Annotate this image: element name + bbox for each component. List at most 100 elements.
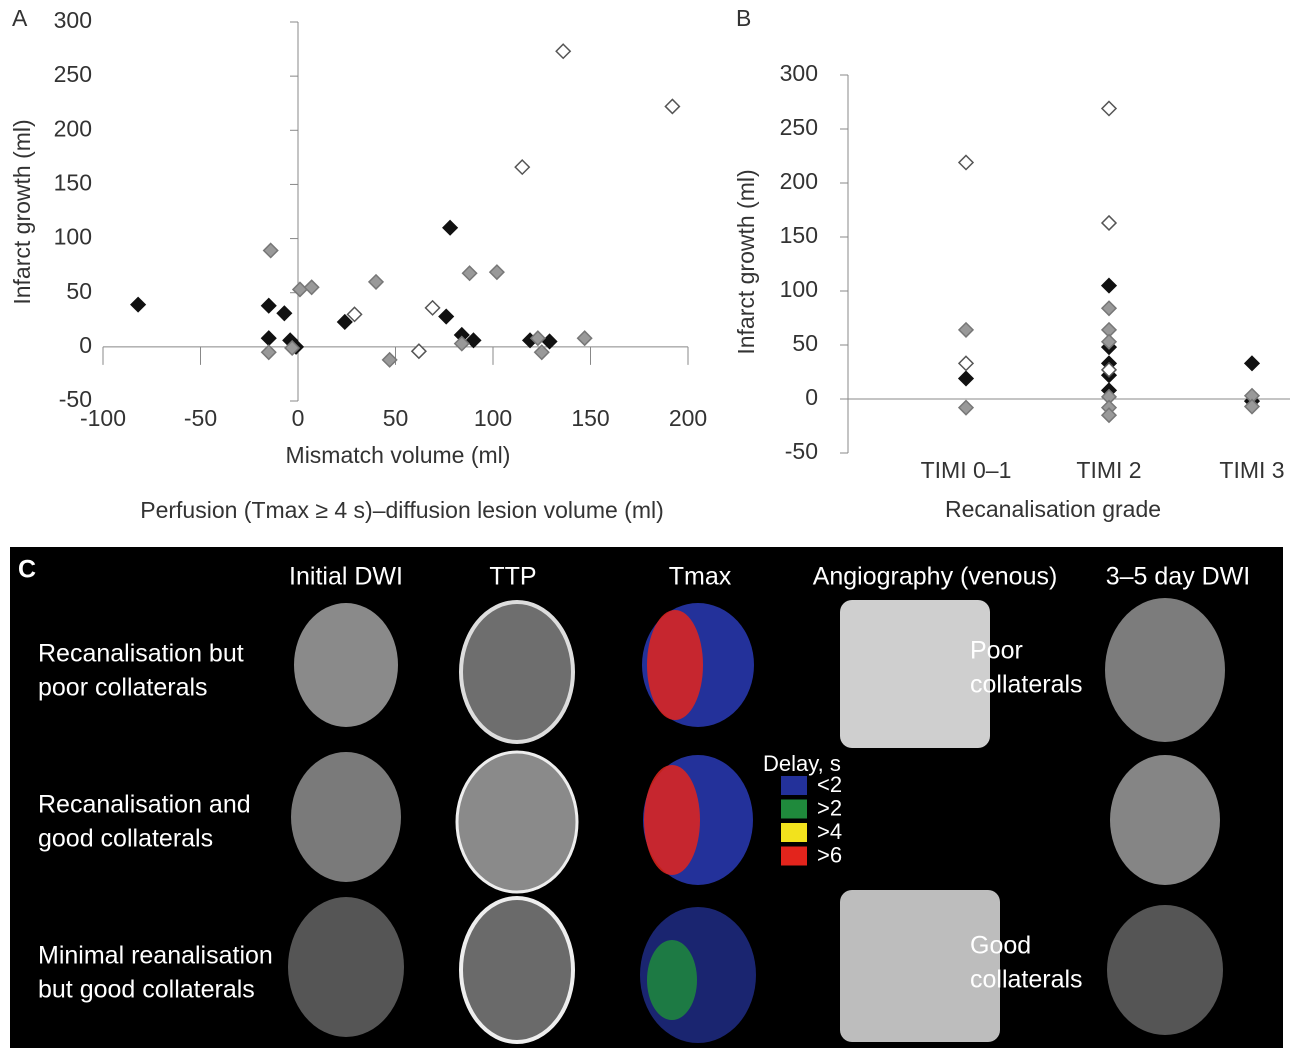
angiography-image bbox=[840, 600, 990, 748]
point bbox=[959, 371, 973, 385]
point bbox=[131, 298, 145, 312]
point bbox=[305, 280, 319, 294]
point bbox=[1102, 301, 1116, 315]
y-tick-label: -50 bbox=[785, 438, 818, 464]
legend-label: >6 bbox=[817, 842, 842, 867]
brain-image bbox=[1107, 905, 1223, 1035]
row-label: Recanalisation and bbox=[38, 791, 251, 819]
point bbox=[556, 44, 570, 58]
point bbox=[264, 243, 278, 257]
x-tick-label: TIMI 3 bbox=[1219, 457, 1284, 483]
x-tick-label: -100 bbox=[80, 405, 126, 431]
legend-swatch bbox=[781, 823, 807, 842]
point bbox=[1102, 101, 1116, 115]
point bbox=[369, 275, 383, 289]
brain-image bbox=[1105, 598, 1225, 742]
point bbox=[535, 345, 549, 359]
point bbox=[578, 331, 592, 345]
x-tick-label: -50 bbox=[184, 405, 217, 431]
legend-label: <2 bbox=[817, 772, 842, 797]
column-header: Initial DWI bbox=[289, 563, 403, 591]
point bbox=[293, 282, 307, 296]
y-tick-label: 150 bbox=[780, 222, 818, 248]
row-label: Minimal reanalisation bbox=[38, 942, 273, 970]
point bbox=[665, 99, 679, 113]
panel-label: A bbox=[12, 5, 28, 31]
legend-swatch bbox=[781, 847, 807, 866]
y-tick-label: 100 bbox=[780, 276, 818, 302]
brain-image bbox=[291, 752, 401, 882]
x-tick-label: 50 bbox=[383, 405, 409, 431]
row-label: Recanalisation but bbox=[38, 640, 244, 668]
point bbox=[1245, 356, 1259, 370]
y-axis-label: Infarct growth (ml) bbox=[9, 119, 35, 304]
point bbox=[262, 299, 276, 313]
point bbox=[439, 310, 453, 324]
brain-image bbox=[294, 603, 398, 727]
row-label: but good collaterals bbox=[38, 976, 255, 1004]
column-header: Angiography (venous) bbox=[813, 563, 1058, 591]
point bbox=[959, 401, 973, 415]
legend-label: >2 bbox=[817, 795, 842, 820]
legend-label: >4 bbox=[817, 819, 842, 844]
point bbox=[262, 331, 276, 345]
point bbox=[262, 345, 276, 359]
brain-image bbox=[461, 898, 573, 1042]
point bbox=[412, 344, 426, 358]
x-axis-label: Mismatch volume (ml) bbox=[286, 442, 511, 468]
y-tick-label: 250 bbox=[780, 114, 818, 140]
annotation: Poor bbox=[970, 637, 1023, 665]
legend-swatch bbox=[781, 800, 807, 819]
point bbox=[1102, 216, 1116, 230]
brain-image bbox=[461, 602, 573, 742]
y-tick-label: 0 bbox=[79, 332, 92, 358]
point bbox=[426, 301, 440, 315]
y-tick-label: 0 bbox=[805, 384, 818, 410]
panel-label: C bbox=[18, 556, 36, 584]
x-tick-label: TIMI 0–1 bbox=[921, 457, 1012, 483]
point bbox=[515, 160, 529, 174]
point bbox=[543, 334, 557, 348]
panel-label: B bbox=[736, 5, 751, 31]
point bbox=[959, 356, 973, 370]
point bbox=[383, 353, 397, 367]
annotation: Good bbox=[970, 932, 1031, 960]
tmax-image bbox=[644, 765, 700, 875]
point bbox=[277, 306, 291, 320]
x-tick-label: 100 bbox=[474, 405, 512, 431]
y-axis-label: Infarct growth (ml) bbox=[733, 169, 759, 354]
point bbox=[463, 266, 477, 280]
y-tick-label: 100 bbox=[54, 224, 92, 250]
point bbox=[443, 221, 457, 235]
y-tick-label: 50 bbox=[792, 330, 818, 356]
x-axis-label: Recanalisation grade bbox=[945, 496, 1161, 522]
y-tick-label: 250 bbox=[54, 61, 92, 87]
caption: Perfusion (Tmax ≥ 4 s)–diffusion lesion … bbox=[140, 497, 664, 523]
y-tick-label: 300 bbox=[54, 7, 92, 33]
x-tick-label: TIMI 2 bbox=[1076, 457, 1141, 483]
figure: CInitial DWITTPTmaxAngiography (venous)3… bbox=[0, 0, 1303, 1048]
y-tick-label: 200 bbox=[54, 115, 92, 141]
row-label: good collaterals bbox=[38, 825, 213, 853]
x-tick-label: 200 bbox=[669, 405, 707, 431]
column-header: 3–5 day DWI bbox=[1106, 563, 1251, 591]
y-tick-label: 200 bbox=[780, 168, 818, 194]
legend-swatch bbox=[781, 776, 807, 795]
annotation: collaterals bbox=[970, 966, 1083, 994]
y-tick-label: 50 bbox=[66, 278, 92, 304]
point bbox=[455, 337, 469, 351]
brain-image bbox=[457, 752, 577, 892]
point bbox=[959, 155, 973, 169]
x-tick-label: 150 bbox=[571, 405, 609, 431]
row-label: poor collaterals bbox=[38, 674, 208, 702]
y-tick-label: 300 bbox=[780, 60, 818, 86]
y-tick-label: 150 bbox=[54, 170, 92, 196]
column-header: TTP bbox=[489, 563, 536, 591]
point bbox=[959, 323, 973, 337]
point bbox=[490, 265, 504, 279]
brain-image bbox=[288, 897, 404, 1037]
brain-image bbox=[1110, 755, 1220, 885]
point bbox=[1102, 279, 1116, 293]
tmax-image bbox=[647, 940, 697, 1020]
annotation: collaterals bbox=[970, 671, 1083, 699]
